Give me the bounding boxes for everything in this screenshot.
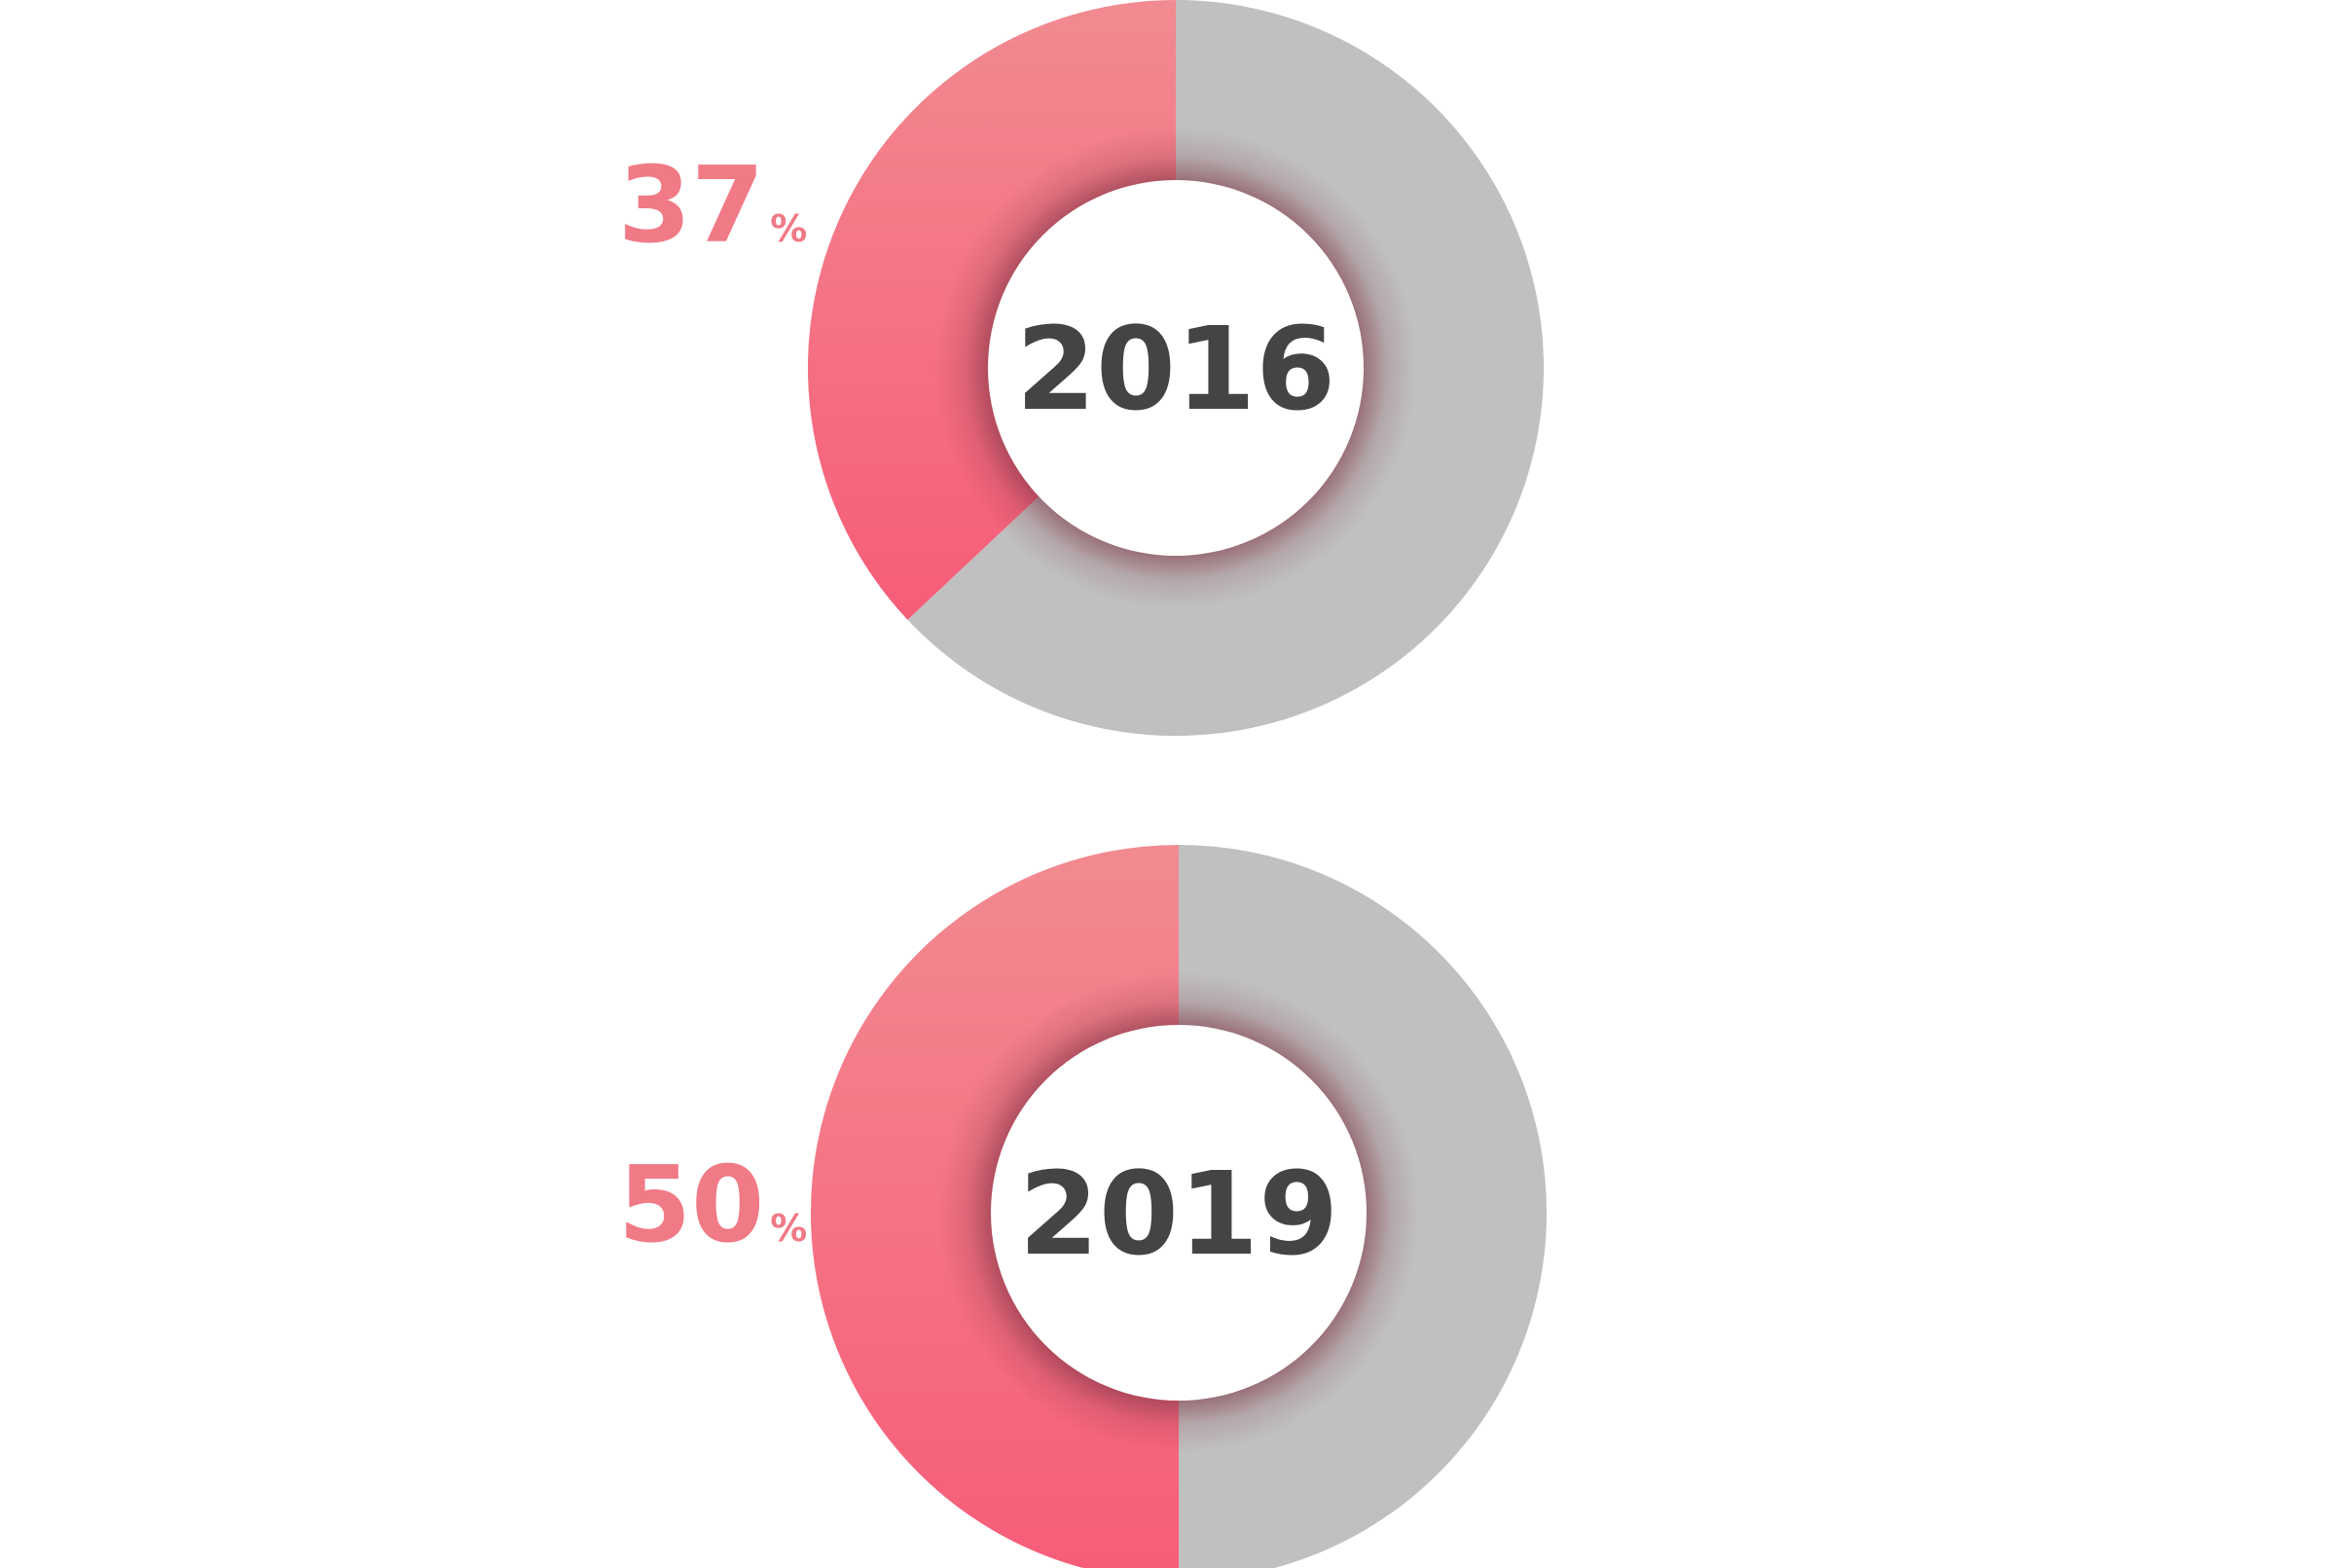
donut-2019: 2019 50% [618,845,1547,1568]
donut-2019-percent-label: 50% [618,1145,807,1266]
donut-2016: 2016 37% [618,0,1544,736]
donut-2016-percent-sign: % [770,207,807,250]
donut-2019-hole [991,1025,1367,1401]
donut-2016-hole [988,180,1364,556]
donut-2016-percent-label: 37% [618,145,807,267]
donut-2016-percent-value: 37 [618,145,764,267]
donut-2019-year-label: 2019 [1019,1147,1338,1281]
donut-2019-percent-value: 50 [618,1145,764,1266]
donut-2019-percent-sign: % [770,1207,807,1250]
donut-2016-year-label: 2016 [1016,302,1335,436]
